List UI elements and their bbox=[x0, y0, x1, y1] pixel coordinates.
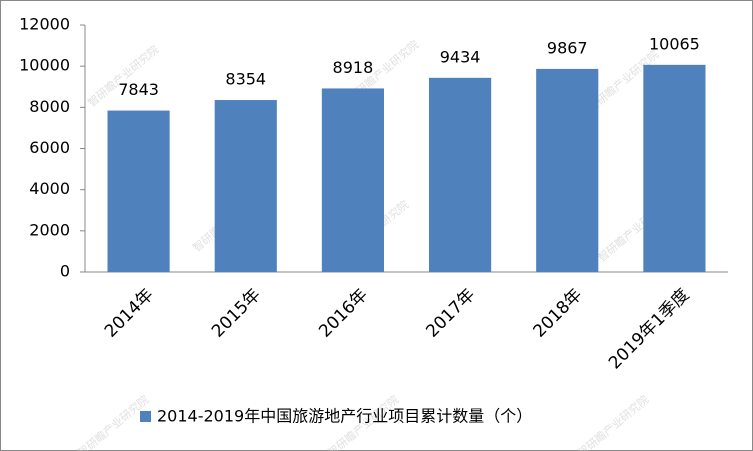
legend-label: 2014-2019年中国旅游地产行业项目累计数量（个） bbox=[157, 407, 532, 426]
data-label: 9434 bbox=[440, 47, 481, 66]
legend-swatch bbox=[140, 411, 151, 422]
y-tick-label: 10000 bbox=[19, 56, 70, 75]
data-label: 10065 bbox=[649, 34, 700, 53]
y-tick-label: 8000 bbox=[29, 97, 70, 116]
bar bbox=[536, 68, 599, 272]
bar bbox=[429, 77, 492, 272]
data-label: 8354 bbox=[225, 70, 266, 89]
data-label: 9867 bbox=[547, 38, 588, 57]
y-tick-label: 4000 bbox=[29, 179, 70, 198]
data-label: 7843 bbox=[118, 80, 159, 99]
data-label: 8918 bbox=[333, 58, 374, 77]
bar bbox=[643, 64, 706, 272]
y-tick-label: 2000 bbox=[29, 220, 70, 239]
bar bbox=[321, 88, 384, 272]
y-tick-label: 0 bbox=[60, 262, 70, 281]
y-tick-label: 6000 bbox=[29, 138, 70, 157]
bar bbox=[107, 110, 170, 273]
y-tick-label: 12000 bbox=[19, 15, 70, 34]
bar bbox=[214, 100, 277, 272]
